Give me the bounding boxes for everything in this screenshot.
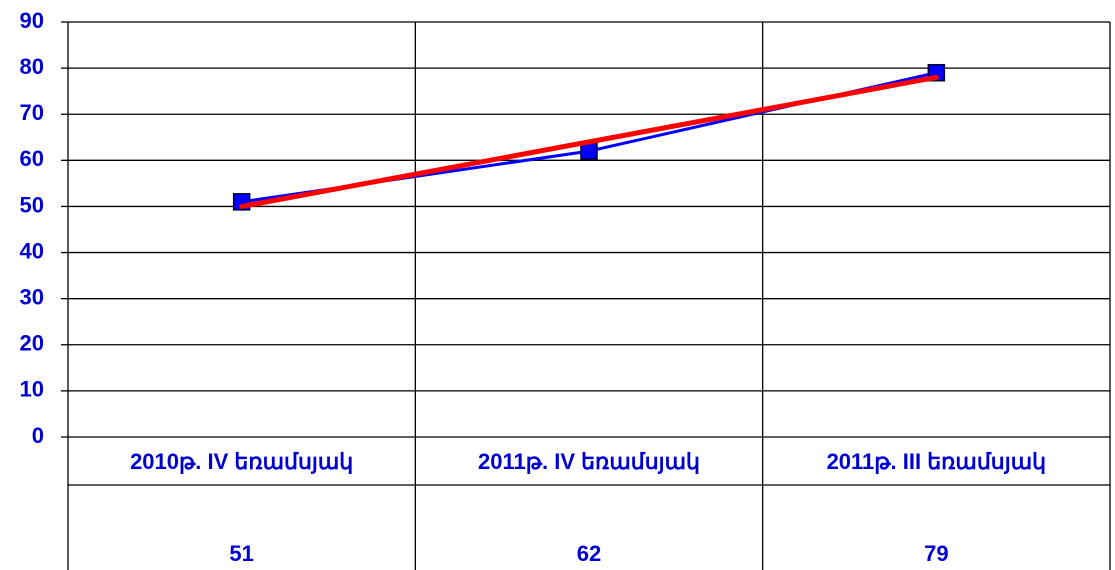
y-tick-label: 70	[20, 100, 44, 125]
x-tick-label: 2011թ. IV եռամսյակ	[478, 449, 700, 474]
y-tick-label: 10	[20, 377, 44, 402]
table-value: 51	[229, 541, 253, 566]
series-line	[239, 74, 939, 209]
y-tick-label: 30	[20, 284, 44, 309]
y-tick-label: 20	[20, 331, 44, 356]
marker	[580, 142, 598, 160]
x-tick-label: 2010թ. IV եռամսյակ	[130, 449, 353, 474]
y-tick-label: 60	[20, 146, 44, 171]
table-value: 62	[577, 541, 601, 566]
y-tick-label: 40	[20, 238, 44, 263]
y-tick-label: 0	[32, 423, 44, 448]
x-tick-label: 2011թ. III եռամսյակ	[827, 449, 1047, 474]
series-line	[240, 71, 938, 204]
y-tick-label: 50	[20, 192, 44, 217]
y-tick-label: 80	[20, 54, 44, 79]
y-tick-label: 90	[20, 8, 44, 33]
table-value: 79	[924, 541, 948, 566]
